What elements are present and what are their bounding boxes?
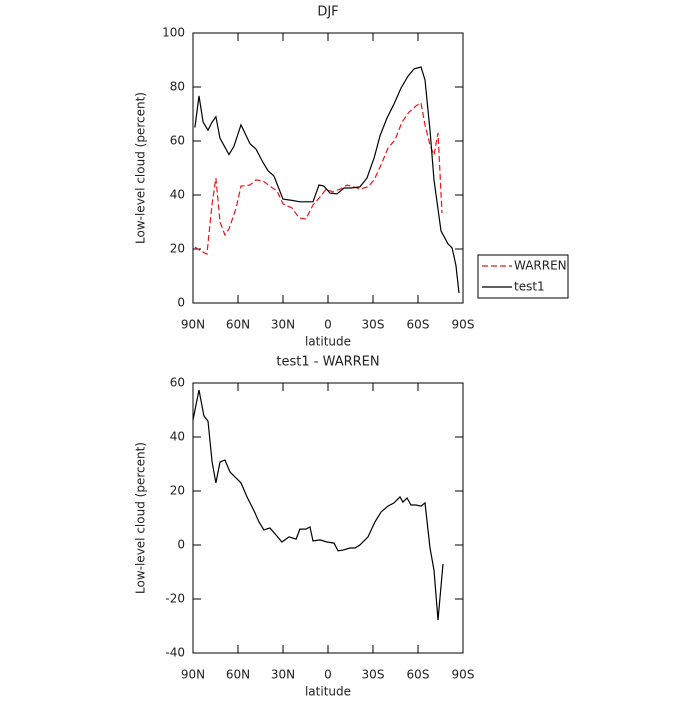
- y-tick-label: 60: [170, 134, 185, 148]
- x-tick-label: 0: [324, 318, 332, 332]
- x-tick-label: 60N: [226, 318, 250, 332]
- legend: WARREN test1: [477, 254, 569, 299]
- x-tick-label: 90S: [452, 668, 475, 682]
- chart-title: DJF: [317, 5, 338, 20]
- y-tick-label: 0: [177, 538, 185, 552]
- x-tick-label: 90S: [452, 318, 475, 332]
- x-tick-label: 30S: [362, 318, 385, 332]
- y-tick-label: -20: [165, 592, 185, 606]
- x-tick-label: 90N: [181, 318, 205, 332]
- x-axis-label: latitude: [305, 335, 351, 349]
- y-tick-label: 100: [162, 26, 185, 40]
- legend-box: [477, 254, 569, 299]
- x-axis-label: latitude: [305, 685, 351, 699]
- x-tick-label: 30N: [271, 318, 295, 332]
- x-tick-label: 60S: [407, 318, 430, 332]
- y-tick-label: 0: [177, 296, 185, 310]
- x-tick-label: 0: [324, 668, 332, 682]
- legend-label: WARREN: [514, 259, 567, 273]
- y-axis-label: Low-level cloud (percent): [134, 442, 148, 594]
- data-line: [194, 66, 460, 294]
- y-tick-label: 60: [170, 376, 185, 390]
- x-tick-label: 30S: [362, 668, 385, 682]
- data-line: [194, 101, 443, 256]
- y-tick-label: 80: [170, 80, 185, 94]
- y-tick-label: 40: [170, 188, 185, 202]
- data-line: [192, 389, 444, 621]
- x-tick-label: 60S: [407, 668, 430, 682]
- chart-title: test1 - WARREN: [276, 355, 379, 370]
- y-tick-label: 20: [170, 484, 185, 498]
- y-tick-label: -40: [165, 646, 185, 660]
- x-tick-label: 90N: [181, 668, 205, 682]
- y-axis-label: Low-level cloud (percent): [134, 92, 148, 244]
- y-tick-label: 20: [170, 242, 185, 256]
- legend-label: test1: [514, 280, 545, 294]
- x-tick-label: 60N: [226, 668, 250, 682]
- y-tick-label: 40: [170, 430, 185, 444]
- plot-frame: [192, 382, 464, 654]
- x-tick-label: 30N: [271, 668, 295, 682]
